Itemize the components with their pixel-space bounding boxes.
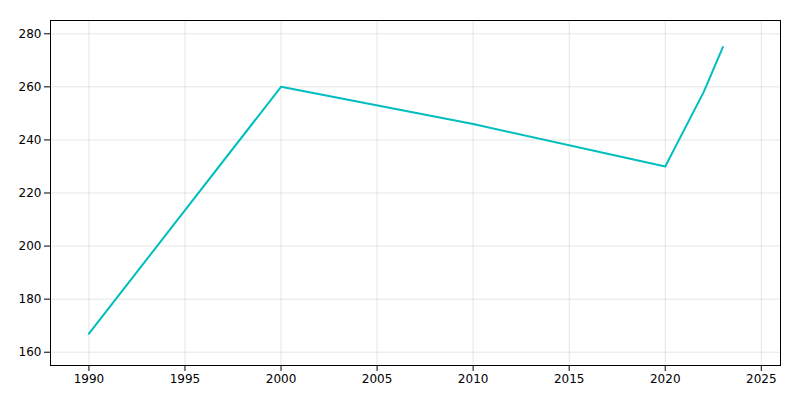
svg-text:2010: 2010 xyxy=(458,372,489,386)
svg-text:2005: 2005 xyxy=(362,372,393,386)
svg-text:2025: 2025 xyxy=(746,372,777,386)
svg-text:1995: 1995 xyxy=(170,372,201,386)
svg-text:2015: 2015 xyxy=(554,372,585,386)
svg-text:2000: 2000 xyxy=(266,372,297,386)
svg-text:260: 260 xyxy=(19,80,42,94)
svg-text:280: 280 xyxy=(19,27,42,41)
svg-text:180: 180 xyxy=(19,292,42,306)
svg-text:160: 160 xyxy=(19,345,42,359)
svg-text:200: 200 xyxy=(19,239,42,253)
svg-text:1990: 1990 xyxy=(74,372,105,386)
svg-text:240: 240 xyxy=(19,133,42,147)
svg-text:2020: 2020 xyxy=(650,372,681,386)
svg-text:220: 220 xyxy=(19,186,42,200)
